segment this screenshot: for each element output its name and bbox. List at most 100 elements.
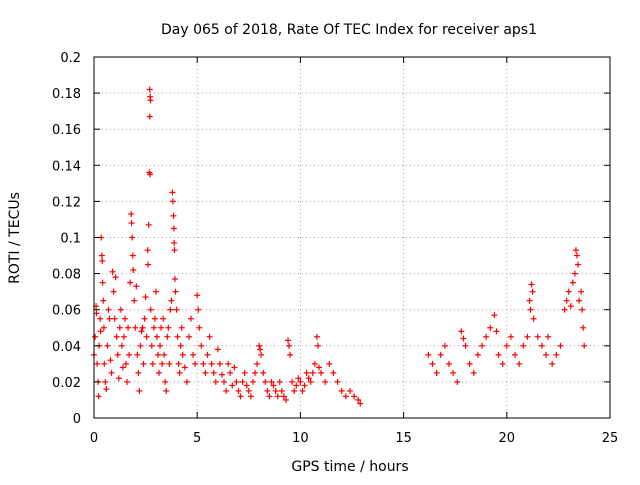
data-point <box>216 360 223 367</box>
data-point <box>573 252 580 259</box>
x-axis-label: GPS time / hours <box>291 459 408 475</box>
data-point <box>121 315 128 322</box>
data-point <box>97 328 104 335</box>
data-point <box>256 342 263 349</box>
data-point <box>196 324 203 331</box>
data-point <box>181 364 188 371</box>
data-point <box>176 369 183 376</box>
data-point <box>139 324 146 331</box>
data-point <box>171 276 178 283</box>
data-point <box>227 369 234 376</box>
data-point <box>119 364 126 371</box>
data-point <box>130 266 137 273</box>
data-point <box>101 360 108 367</box>
data-point <box>114 351 121 358</box>
data-point <box>549 360 556 367</box>
data-point <box>516 360 523 367</box>
data-point <box>120 333 127 340</box>
data-point <box>168 297 175 304</box>
data-point <box>251 369 258 376</box>
data-point <box>527 306 534 313</box>
data-point <box>223 387 230 394</box>
data-point <box>274 393 281 400</box>
data-point <box>118 342 125 349</box>
data-point <box>245 387 252 394</box>
data-point <box>175 360 182 367</box>
data-point <box>579 306 586 313</box>
data-point <box>437 351 444 358</box>
data-point <box>315 364 322 371</box>
data-point <box>158 324 165 331</box>
data-point <box>258 351 265 358</box>
data-point <box>534 333 541 340</box>
data-point <box>526 297 533 304</box>
data-point <box>493 328 500 335</box>
data-point <box>528 281 535 288</box>
y-tick-label: 0.06 <box>52 304 81 319</box>
data-point <box>148 342 155 349</box>
data-point <box>474 351 481 358</box>
data-point <box>99 279 106 286</box>
y-tick-label: 0.14 <box>52 159 81 174</box>
data-point <box>262 378 269 385</box>
data-point <box>270 382 277 389</box>
data-point <box>105 306 112 313</box>
data-point <box>553 351 560 358</box>
data-point <box>190 351 197 358</box>
data-point <box>95 393 102 400</box>
data-point <box>172 288 179 295</box>
y-axis-label: ROTI / TECUs <box>7 192 23 284</box>
data-point <box>149 360 156 367</box>
data-point <box>103 386 110 393</box>
data-point <box>174 333 181 340</box>
data-point <box>286 342 293 349</box>
data-point <box>194 292 201 299</box>
data-point <box>446 360 453 367</box>
data-point <box>285 337 292 344</box>
data-points <box>91 86 588 407</box>
data-point <box>561 306 568 313</box>
data-point <box>146 113 153 120</box>
data-point <box>100 297 107 304</box>
data-point <box>293 382 300 389</box>
x-tick-label: 5 <box>193 431 201 446</box>
data-point <box>142 294 149 301</box>
data-point <box>178 324 185 331</box>
data-point <box>145 261 152 268</box>
data-point <box>192 360 199 367</box>
data-point <box>249 378 256 385</box>
x-tick-label: 10 <box>292 431 309 446</box>
data-point <box>301 382 308 389</box>
axis-ticks: 0 5 10 15 20 25 0 0.02 0.04 0.06 0.08 0.1 0.12 0.14 0.… <box>52 51 618 446</box>
data-point <box>128 211 135 218</box>
data-point <box>441 342 448 349</box>
y-tick-label: 0.02 <box>52 376 81 391</box>
data-point <box>102 378 109 385</box>
data-point <box>116 324 123 331</box>
data-point <box>268 378 275 385</box>
data-point <box>109 268 116 275</box>
data-point <box>231 364 238 371</box>
x-tick-label: 15 <box>395 431 412 446</box>
data-point <box>144 247 151 254</box>
data-point <box>538 342 545 349</box>
data-point <box>113 333 120 340</box>
data-point <box>110 288 117 295</box>
data-point <box>260 369 267 376</box>
x-tick-label: 0 <box>90 431 98 446</box>
data-point <box>276 378 283 385</box>
data-point <box>282 396 289 403</box>
x-tick-label: 20 <box>499 431 516 446</box>
data-point <box>157 342 164 349</box>
data-point <box>132 324 139 331</box>
data-point <box>169 189 176 196</box>
data-point <box>97 315 104 322</box>
data-point <box>107 357 114 364</box>
data-point <box>334 378 341 385</box>
data-point <box>581 342 588 349</box>
data-point <box>512 351 519 358</box>
data-point <box>318 369 325 376</box>
data-point <box>122 360 129 367</box>
data-point <box>545 333 552 340</box>
data-point <box>162 378 169 385</box>
